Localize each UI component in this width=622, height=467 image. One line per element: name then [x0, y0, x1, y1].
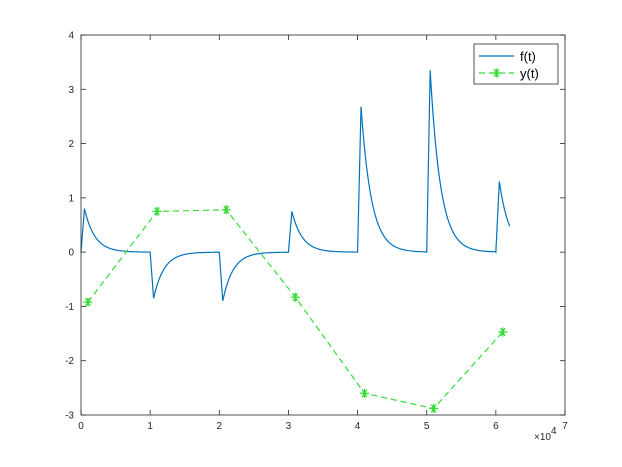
series-f-line	[80, 70, 511, 302]
x-tick-label: 2	[217, 421, 223, 432]
y-tick-label: 4	[68, 31, 74, 42]
legend-asterisk	[492, 68, 501, 78]
x-axis: 0 1 2 3 4 5 6 7	[78, 35, 568, 432]
legend: f(t) y(t)	[473, 43, 559, 85]
series-y-point	[152, 206, 162, 216]
x-exponent-power: 4	[551, 426, 557, 437]
x-exponent-base: ×10	[534, 432, 551, 443]
series-y-point	[359, 388, 369, 398]
y-tick-label: -3	[65, 411, 74, 422]
legend-box	[473, 43, 559, 85]
x-tick-label: 6	[493, 421, 499, 432]
plot-background	[81, 35, 565, 415]
y-tick-label: 0	[68, 248, 74, 259]
legend-label-f: f(t)	[520, 49, 536, 64]
x-tick-label: 3	[286, 421, 292, 432]
series-y-point	[429, 403, 439, 413]
plot-frame	[80, 34, 566, 416]
series-layer	[80, 70, 511, 413]
series-y-point	[221, 205, 231, 215]
x-tick-label: 0	[78, 421, 84, 432]
y-tick-label: 1	[68, 193, 74, 204]
series-y-point	[498, 327, 508, 337]
legend-label-y: y(t)	[520, 66, 539, 81]
series-y-point	[290, 292, 300, 302]
x-tick-label: 4	[355, 421, 361, 432]
series-y-point	[83, 297, 93, 307]
y-tick-label: -1	[65, 302, 74, 313]
legend-marker-y	[492, 68, 501, 78]
x-tick-label: 7	[562, 421, 568, 432]
y-tick-label: -2	[65, 356, 74, 367]
y-axis: -3 -2 -1 0 1 2 3 4	[65, 31, 565, 422]
x-tick-label: 1	[147, 421, 153, 432]
x-tick-label: 5	[424, 421, 430, 432]
y-tick-label: 3	[68, 85, 74, 96]
y-tick-label: 2	[68, 139, 74, 150]
